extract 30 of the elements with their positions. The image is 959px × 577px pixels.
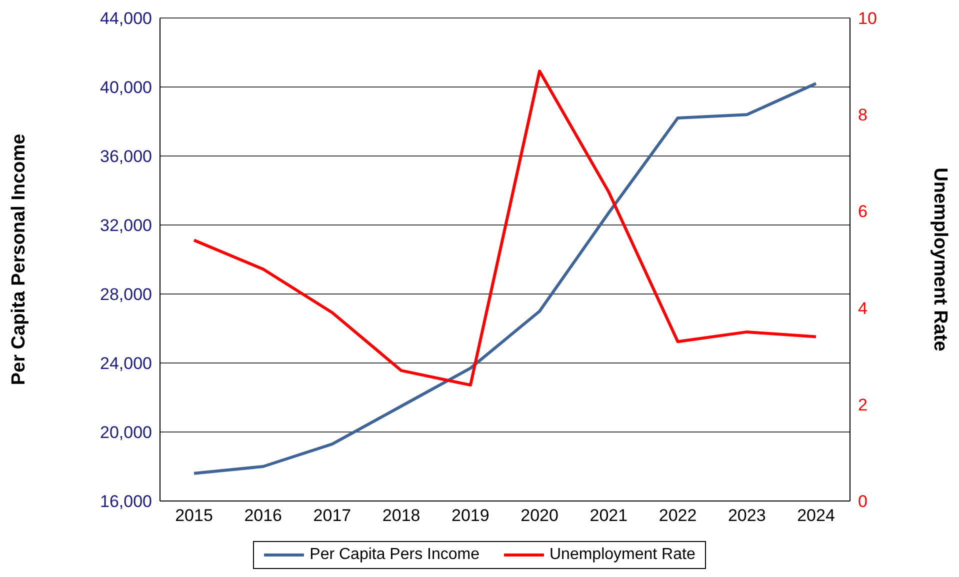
x-tick-label: 2024 [797, 506, 835, 526]
y-tick-label: 36,000 [100, 147, 152, 166]
y-tick-label: 28,000 [100, 285, 152, 304]
y2-tick-label: 4 [858, 298, 868, 318]
line-series [192, 70, 818, 387]
x-tick-label: 2015 [175, 506, 213, 526]
x-tick-label: 2021 [590, 506, 628, 526]
y2-tick-label: 2 [858, 395, 868, 414]
legend-label: Unemployment Rate [550, 546, 696, 564]
y-tick-label: 32,000 [100, 216, 152, 236]
y-tick-label: 40,000 [100, 78, 152, 98]
x-tick-label: 2016 [244, 506, 282, 526]
x-tick-label: 2022 [658, 506, 697, 526]
y-tick-label: 16,000 [100, 492, 152, 512]
y-tick-label: 44,000 [100, 9, 152, 28]
x-tick-label: 2017 [313, 506, 352, 526]
y-tick-label: 24,000 [100, 354, 152, 374]
x-tick-label: 2020 [520, 506, 558, 526]
y2-axis-title: Unemployment Rate [929, 168, 950, 352]
y2-tick-label: 8 [858, 106, 868, 125]
y2-tick-label: 6 [858, 202, 868, 222]
y2-tick-label: 10 [858, 9, 877, 28]
y2-tick-label: 0 [858, 492, 868, 512]
line-series [192, 82, 818, 475]
y-tick-label: 20,000 [100, 423, 152, 442]
x-tick-label: 2018 [382, 506, 420, 526]
x-tick-label: 2023 [728, 506, 766, 526]
x-tick-label: 2019 [452, 506, 490, 526]
y-axis-title: Per Capita Personal Income [8, 134, 30, 386]
legend-label: Per Capita Pers Income [310, 546, 480, 564]
